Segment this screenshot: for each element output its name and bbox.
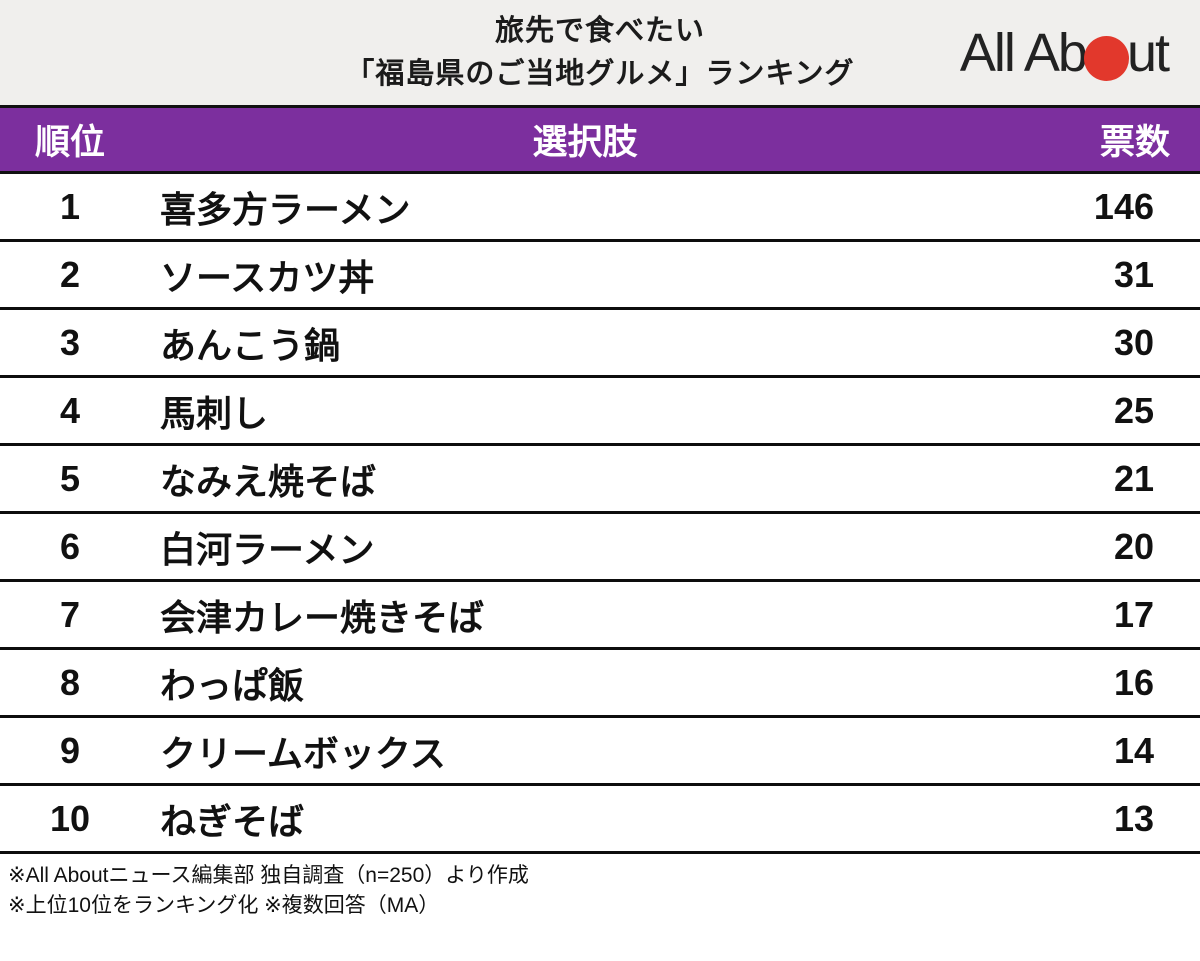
rank-cell: 10: [49, 797, 91, 839]
rank-cell: 2: [59, 253, 81, 295]
table-row: 5 なみえ焼そば 21: [0, 446, 1200, 514]
table-row: 6 白河ラーメン 20: [0, 514, 1200, 582]
votes-cell: 20: [1113, 525, 1154, 567]
column-header-votes: 票数: [1099, 123, 1170, 162]
votes-cell: 16: [1113, 661, 1154, 703]
table-row: 7 会津カレー焼きそば 17: [0, 582, 1200, 650]
table-row: 1 喜多方ラーメン 146: [0, 174, 1200, 242]
table-row: 9 クリームボックス 14: [0, 718, 1200, 786]
allabout-logo: All Ab ut: [959, 22, 1170, 84]
item-cell: ねぎそば: [160, 800, 305, 842]
item-cell: ソースカツ丼: [160, 256, 375, 298]
item-cell: クリームボックス: [160, 732, 446, 774]
table-row: 3 あんこう鍋 30: [0, 310, 1200, 378]
page-title-line2: 「福島県のご当地グルメ」ランキング: [345, 57, 855, 90]
votes-cell: 14: [1113, 729, 1154, 771]
footer-note-method: ※上位10位をランキング化 ※複数回答（MA）: [8, 893, 440, 917]
ranking-table: 順位 選択肢 票数 1 喜多方ラーメン 146 2 ソースカツ丼 31 3 あんこう鍋 30 4 馬…: [0, 108, 1200, 854]
item-cell: 喜多方ラーメン: [160, 188, 411, 230]
votes-cell: 25: [1113, 389, 1154, 431]
rank-cell: 5: [59, 457, 81, 499]
table-body: 1 喜多方ラーメン 146 2 ソースカツ丼 31 3 あんこう鍋 30 4 馬刺し 25 5 なみえ焼そ…: [0, 174, 1200, 854]
votes-cell: 21: [1113, 457, 1154, 499]
column-header-item: 選択肢: [532, 123, 638, 162]
votes-cell: 13: [1113, 797, 1154, 839]
item-cell: なみえ焼そば: [160, 460, 377, 502]
votes-cell: 17: [1113, 593, 1154, 635]
rank-cell: 6: [59, 525, 81, 567]
table-row: 10 ねぎそば 13: [0, 786, 1200, 854]
title-band: 旅先で食べたい 「福島県のご当地グルメ」ランキング All Ab ut: [0, 0, 1200, 108]
rank-cell: 4: [59, 389, 81, 431]
table-header-row: 順位 選択肢 票数: [0, 108, 1200, 174]
logo-red-dot-icon: [1083, 36, 1129, 81]
rank-cell: 1: [59, 185, 81, 227]
logo-text-left: All Ab: [959, 22, 1088, 83]
item-cell: 馬刺し: [160, 392, 269, 434]
column-header-rank: 順位: [34, 123, 105, 162]
votes-cell: 30: [1113, 321, 1154, 363]
table-row: 4 馬刺し 25: [0, 378, 1200, 446]
rank-cell: 7: [59, 593, 81, 635]
item-cell: わっぱ飯: [160, 664, 305, 706]
rank-cell: 3: [59, 321, 81, 363]
rank-cell: 8: [59, 661, 81, 703]
item-cell: 会津カレー焼きそば: [160, 596, 485, 638]
votes-cell: 146: [1093, 185, 1154, 227]
votes-cell: 31: [1113, 253, 1154, 295]
page-title: 旅先で食べたい 「福島県のご当地グルメ」ランキング: [345, 10, 854, 94]
page-title-line1: 旅先で食べたい: [494, 15, 705, 48]
logo-text-right: ut: [1126, 22, 1170, 83]
footer-note-source: ※All Aboutニュース編集部 独自調査（n=250）より作成: [8, 864, 529, 887]
table-row: 2 ソースカツ丼 31: [0, 242, 1200, 310]
item-cell: あんこう鍋: [160, 324, 341, 366]
footer-notes: ※All Aboutニュース編集部 独自調査（n=250）より作成 ※上位10位…: [0, 854, 1200, 921]
table-row: 8 わっぱ飯 16: [0, 650, 1200, 718]
item-cell: 白河ラーメン: [160, 528, 375, 570]
rank-cell: 9: [59, 729, 81, 771]
